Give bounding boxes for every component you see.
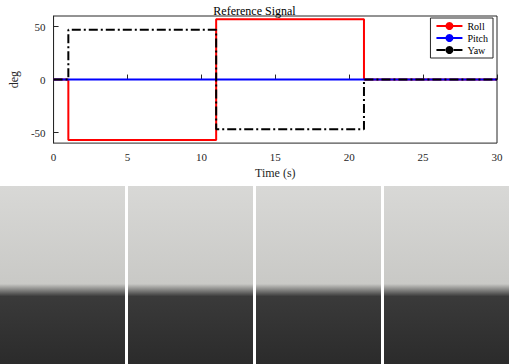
svg-text:-50: -50 <box>31 127 46 139</box>
svg-text:Yaw: Yaw <box>467 45 486 56</box>
svg-text:Time (s): Time (s) <box>255 166 296 180</box>
svg-text:25: 25 <box>418 151 430 163</box>
svg-text:Reference Signal: Reference Signal <box>213 4 296 18</box>
svg-text:0: 0 <box>51 151 57 163</box>
svg-text:30: 30 <box>492 151 504 163</box>
svg-text:5: 5 <box>125 151 131 163</box>
svg-text:Pitch: Pitch <box>467 33 488 44</box>
svg-text:deg: deg <box>7 71 21 88</box>
svg-text:50: 50 <box>35 21 47 33</box>
svg-text:0: 0 <box>40 74 46 86</box>
svg-text:Roll: Roll <box>467 21 484 32</box>
svg-text:20: 20 <box>344 151 356 163</box>
svg-text:15: 15 <box>270 151 282 163</box>
svg-text:10: 10 <box>196 151 208 163</box>
